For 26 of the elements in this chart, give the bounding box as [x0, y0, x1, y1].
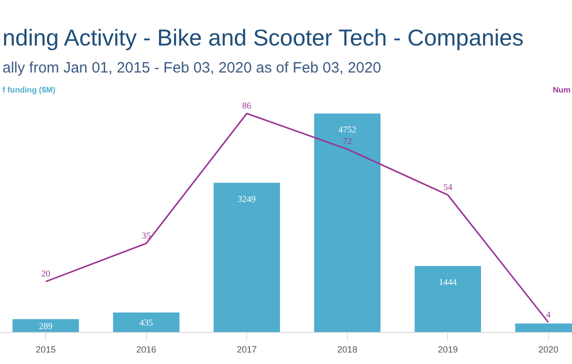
data-label: 35 — [142, 230, 152, 240]
x-tick-label: 2015 — [36, 344, 56, 354]
bar — [314, 114, 380, 332]
data-label: 20 — [41, 268, 51, 279]
data-label: 435 — [140, 317, 154, 328]
data-label: 72 — [342, 136, 352, 146]
x-tick-label: 2019 — [438, 344, 458, 354]
chart-subtitle: ally from Jan 01, 2015 - Feb 03, 2020 as of Feb 03, 2020 — [2, 60, 382, 76]
bar — [113, 312, 180, 332]
data-label: 4 — [546, 309, 552, 320]
x-tick-label: 2020 — [538, 344, 558, 354]
data-label: 54 — [443, 182, 453, 192]
bar — [214, 182, 280, 332]
x-tick-label: 2017 — [236, 344, 257, 354]
y-axis-title: f funding ($M) — [2, 86, 56, 94]
data-label: 289 — [38, 320, 53, 331]
bar — [414, 266, 482, 332]
data-label: 3249 — [238, 194, 256, 204]
data-label: 86 — [242, 100, 252, 110]
y2-axis-title: Num — [552, 86, 571, 94]
x-tick-label: 2018 — [337, 344, 358, 354]
data-label: 4752 — [338, 124, 356, 134]
x-tick-label: 2016 — [136, 344, 156, 354]
data-label: 1444 — [438, 276, 458, 287]
chart-title: nding Activity - Bike and Scooter Tech - Companies — [2, 24, 524, 50]
bar — [12, 319, 79, 332]
